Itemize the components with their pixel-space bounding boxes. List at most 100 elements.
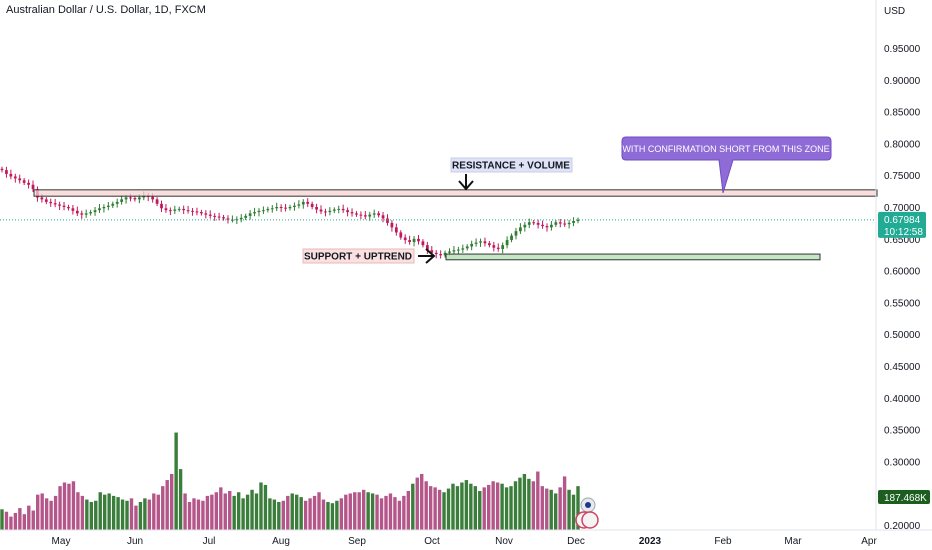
volume-bar bbox=[281, 500, 285, 530]
candle-body bbox=[31, 184, 35, 190]
volume-bar bbox=[214, 492, 219, 530]
candle-body bbox=[53, 203, 57, 205]
volume-bar bbox=[290, 493, 294, 530]
volume-bar bbox=[241, 498, 245, 530]
resistance-label: RESISTANCE + VOLUME bbox=[452, 161, 570, 172]
plot-area[interactable] bbox=[0, 166, 580, 259]
candle-body bbox=[505, 240, 509, 246]
volume-bar bbox=[420, 473, 424, 530]
volume-bar bbox=[388, 493, 393, 530]
y-tick-label: 0.50000 bbox=[884, 330, 921, 341]
y-tick-label: 0.70000 bbox=[884, 203, 921, 214]
volume-bar bbox=[576, 486, 580, 530]
volume-bar bbox=[147, 499, 152, 530]
candle-body bbox=[425, 245, 429, 251]
candle-body bbox=[75, 210, 79, 214]
volume-bar bbox=[268, 498, 272, 530]
candle-body bbox=[288, 207, 292, 209]
candle-body bbox=[89, 212, 92, 214]
resistance-label-box bbox=[450, 157, 573, 173]
candle-body bbox=[284, 207, 287, 209]
candle-body bbox=[115, 201, 119, 204]
candle-body bbox=[40, 197, 44, 200]
price-axis[interactable]: USD 0.95000 0.90000 0.85000 0.80000 0.75000 0.… bbox=[875, 0, 930, 532]
candle-body bbox=[536, 222, 540, 225]
candle-body bbox=[93, 210, 97, 213]
y-tick-label: 0.60000 bbox=[884, 267, 921, 278]
volume-bar bbox=[344, 494, 348, 530]
event-marker-icon bbox=[581, 511, 599, 529]
candle-body bbox=[359, 214, 363, 216]
volume-tag bbox=[878, 490, 930, 504]
volume-bar bbox=[192, 498, 196, 530]
volume-bar bbox=[125, 500, 129, 530]
volume-bar bbox=[437, 489, 442, 530]
support-label-box bbox=[302, 248, 415, 264]
volume-bar bbox=[411, 483, 415, 530]
volume-bar bbox=[469, 483, 473, 530]
volume-bar bbox=[36, 494, 40, 530]
volume-bar bbox=[134, 505, 138, 530]
volume-bar bbox=[487, 484, 491, 530]
volume-bar bbox=[143, 498, 147, 530]
candle-body bbox=[315, 207, 318, 210]
candle-body bbox=[470, 243, 474, 247]
candle-body bbox=[275, 207, 279, 209]
volume-bar bbox=[277, 501, 281, 530]
resistance-zone bbox=[33, 189, 878, 197]
candle-body bbox=[257, 210, 261, 213]
volume-bar bbox=[504, 487, 509, 530]
candle-body bbox=[84, 213, 88, 215]
y-tick-label: 0.65000 bbox=[884, 235, 921, 246]
candle-body bbox=[49, 201, 53, 204]
volume-bar bbox=[210, 494, 214, 530]
candle-body bbox=[18, 178, 22, 181]
candle-body bbox=[412, 238, 416, 242]
candle-body bbox=[173, 209, 177, 211]
y-tick-label: 0.75000 bbox=[884, 171, 921, 182]
volume-bar bbox=[129, 498, 134, 530]
candle-body bbox=[80, 213, 84, 215]
candle-body bbox=[266, 208, 270, 211]
volume-bar bbox=[250, 489, 254, 530]
candle-body bbox=[111, 203, 115, 206]
volume-bar bbox=[348, 493, 352, 530]
volume-bar bbox=[361, 489, 366, 530]
volume-bar bbox=[513, 481, 518, 530]
candle-body bbox=[456, 249, 460, 251]
volume-bar bbox=[482, 487, 486, 530]
candle-body bbox=[137, 197, 141, 200]
volume-bar bbox=[375, 494, 379, 530]
volume-bar bbox=[31, 510, 35, 530]
candle-body bbox=[399, 232, 403, 238]
volume-bar bbox=[80, 495, 85, 530]
candle-body bbox=[523, 224, 527, 228]
y-tick-label: 0.30000 bbox=[884, 457, 921, 468]
candle-body bbox=[510, 235, 513, 241]
volume-bar bbox=[85, 499, 89, 530]
volume-bar bbox=[518, 477, 522, 530]
candle-body bbox=[133, 198, 137, 200]
volume-bar bbox=[98, 492, 102, 530]
volume-bar bbox=[40, 493, 44, 530]
candle-body bbox=[386, 218, 389, 223]
volume-bar bbox=[495, 482, 500, 530]
candle-body bbox=[443, 252, 447, 256]
time-axis[interactable]: May Jun Jul Aug Sep Oct Nov Dec 2023 Feb Mar Apr bbox=[0, 529, 932, 547]
volume-bar bbox=[0, 509, 4, 530]
right-arrow-head-icon bbox=[425, 248, 436, 264]
candle-body bbox=[363, 215, 367, 217]
volume-bar bbox=[549, 489, 553, 530]
candle-body bbox=[62, 205, 66, 207]
volume-bar bbox=[406, 491, 411, 530]
volume-bar bbox=[370, 493, 375, 530]
volume-bar bbox=[558, 487, 562, 530]
volume-bar bbox=[509, 486, 513, 530]
candle-body bbox=[572, 220, 575, 223]
volume-bar bbox=[460, 482, 464, 530]
candle-body bbox=[421, 241, 425, 246]
x-tick-label: Mar bbox=[784, 536, 802, 547]
x-tick-label: Jun bbox=[127, 536, 143, 547]
volume-pane bbox=[0, 432, 580, 530]
